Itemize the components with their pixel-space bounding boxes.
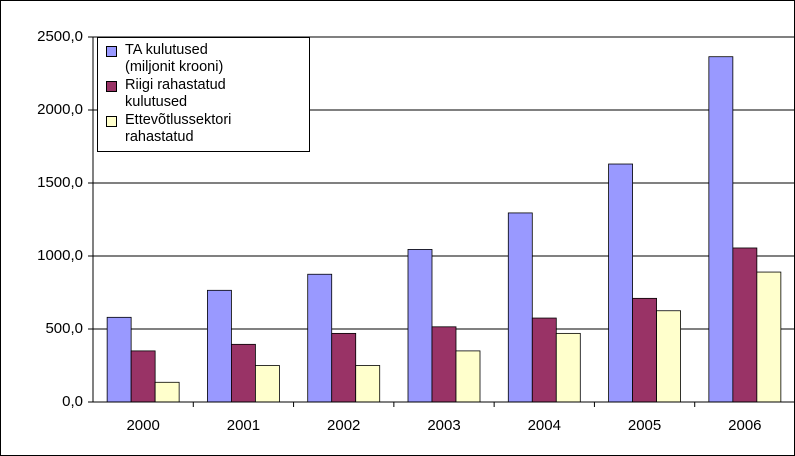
x-tick-label: 2006 — [728, 417, 761, 434]
bar — [507, 212, 533, 403]
legend-item: Ettevõtlussektori rahastatud — [106, 112, 309, 146]
y-tick-label: 1000,0 — [37, 247, 83, 264]
bar — [207, 289, 232, 403]
legend-item: Riigi rahastatud kulutused — [106, 77, 309, 111]
y-tick-label: 500,0 — [45, 320, 83, 337]
legend-label: Ettevõtlussektori rahastatud — [125, 112, 232, 145]
bar — [331, 332, 357, 403]
x-tick-label: 2001 — [227, 417, 260, 434]
bar — [632, 297, 657, 403]
y-tick-label: 0,0 — [62, 393, 83, 410]
bar — [555, 332, 581, 403]
y-tick-label: 2000,0 — [37, 101, 83, 118]
bar — [307, 273, 333, 403]
bar — [656, 310, 681, 403]
y-tick-label: 1500,0 — [37, 174, 83, 191]
legend-swatch — [106, 81, 117, 92]
bar — [608, 163, 633, 403]
legend-label: TA kulutused (miljonit krooni) — [125, 42, 224, 75]
bar — [708, 56, 734, 403]
x-tick-label: 2004 — [528, 417, 561, 434]
bar — [106, 316, 132, 403]
y-tick-label: 2500,0 — [37, 28, 83, 45]
legend: TA kulutused (miljonit krooni) Riigi raha… — [97, 37, 310, 152]
bar — [130, 350, 156, 403]
legend-swatch — [106, 46, 117, 57]
legend-item: TA kulutused (miljonit krooni) — [106, 42, 309, 76]
x-tick-label: 2003 — [427, 417, 460, 434]
bar — [756, 271, 782, 403]
bar — [255, 365, 280, 403]
x-tick-label: 2000 — [126, 417, 159, 434]
x-tick-label: 2005 — [628, 417, 661, 434]
bar — [407, 249, 433, 403]
bar — [231, 343, 256, 403]
bar — [732, 247, 758, 403]
legend-swatch — [106, 116, 117, 127]
legend-label: Riigi rahastatud kulutused — [125, 77, 226, 110]
bar — [531, 317, 557, 403]
bar — [455, 350, 481, 403]
bar — [431, 326, 457, 403]
x-tick-label: 2002 — [327, 417, 360, 434]
bar — [355, 365, 381, 403]
bar — [154, 381, 180, 403]
